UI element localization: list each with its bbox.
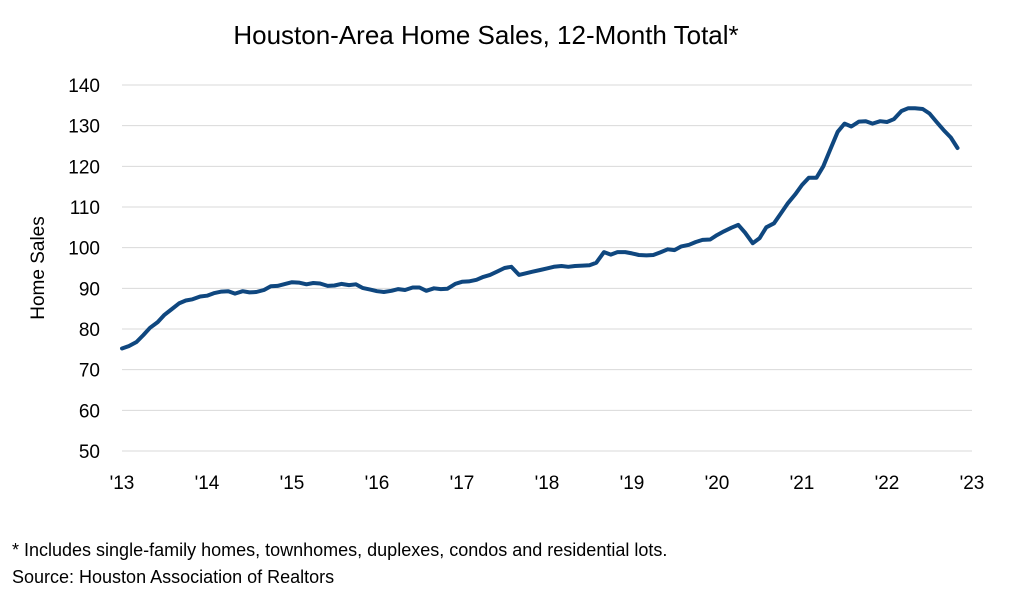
y-tick-label: 60: [79, 401, 100, 422]
x-tick-label: '15: [280, 473, 305, 494]
x-tick-label: '20: [705, 473, 730, 494]
x-tick-label: '16: [365, 473, 390, 494]
series-line-home-sales: [120, 106, 960, 351]
y-tick-label: 110: [70, 198, 100, 219]
y-tick-label: 100: [68, 239, 100, 260]
y-tick-label: 90: [79, 279, 100, 300]
x-axis-tick-labels: '13 '14 '15 '16 '17 '18 '19 '20 '21 '22 '23: [110, 473, 985, 494]
y-tick-label: 70: [79, 361, 100, 382]
y-tick-label: 140: [68, 76, 100, 97]
y-axis-label: Home Sales: [28, 216, 49, 320]
y-tick-label: 50: [79, 442, 100, 463]
x-tick-label: '13: [110, 473, 135, 494]
y-axis-tick-labels: 50 60 70 80 90 100 110 120 130 140: [68, 76, 100, 463]
footnote-source: Source: Houston Association of Realtors: [12, 567, 335, 587]
footnote-definition: * Includes single-family homes, townhome…: [12, 540, 668, 560]
x-tick-label: '23: [960, 473, 985, 494]
series-group: [120, 106, 960, 351]
x-tick-label: '17: [450, 473, 475, 494]
y-tick-label: 80: [79, 320, 100, 341]
x-tick-label: '18: [535, 473, 560, 494]
x-tick-label: '21: [790, 473, 815, 494]
y-tick-label: 120: [68, 157, 100, 178]
y-tick-label: 130: [68, 117, 100, 138]
x-tick-label: '14: [195, 473, 220, 494]
chart-title: Houston-Area Home Sales, 12-Month Total*: [233, 20, 739, 50]
gridlines: [122, 84, 972, 411]
x-tick-label: '19: [620, 473, 645, 494]
x-tick-label: '22: [875, 473, 900, 494]
